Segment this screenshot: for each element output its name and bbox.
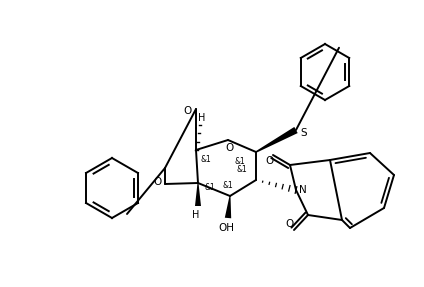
Text: &1: &1: [201, 154, 212, 164]
Polygon shape: [225, 196, 231, 218]
Text: S: S: [301, 128, 307, 138]
Polygon shape: [195, 183, 201, 206]
Text: &1: &1: [237, 166, 247, 174]
Text: O: O: [286, 219, 294, 229]
Text: &1: &1: [223, 181, 233, 191]
Polygon shape: [256, 127, 298, 153]
Text: &1: &1: [205, 183, 215, 191]
Text: O: O: [226, 143, 234, 153]
Text: O: O: [265, 156, 273, 166]
Text: &1: &1: [234, 158, 245, 166]
Text: H: H: [192, 210, 200, 220]
Text: O: O: [184, 106, 192, 116]
Text: O: O: [153, 177, 161, 187]
Text: OH: OH: [218, 223, 234, 233]
Text: N: N: [299, 185, 307, 195]
Text: H: H: [198, 113, 206, 123]
